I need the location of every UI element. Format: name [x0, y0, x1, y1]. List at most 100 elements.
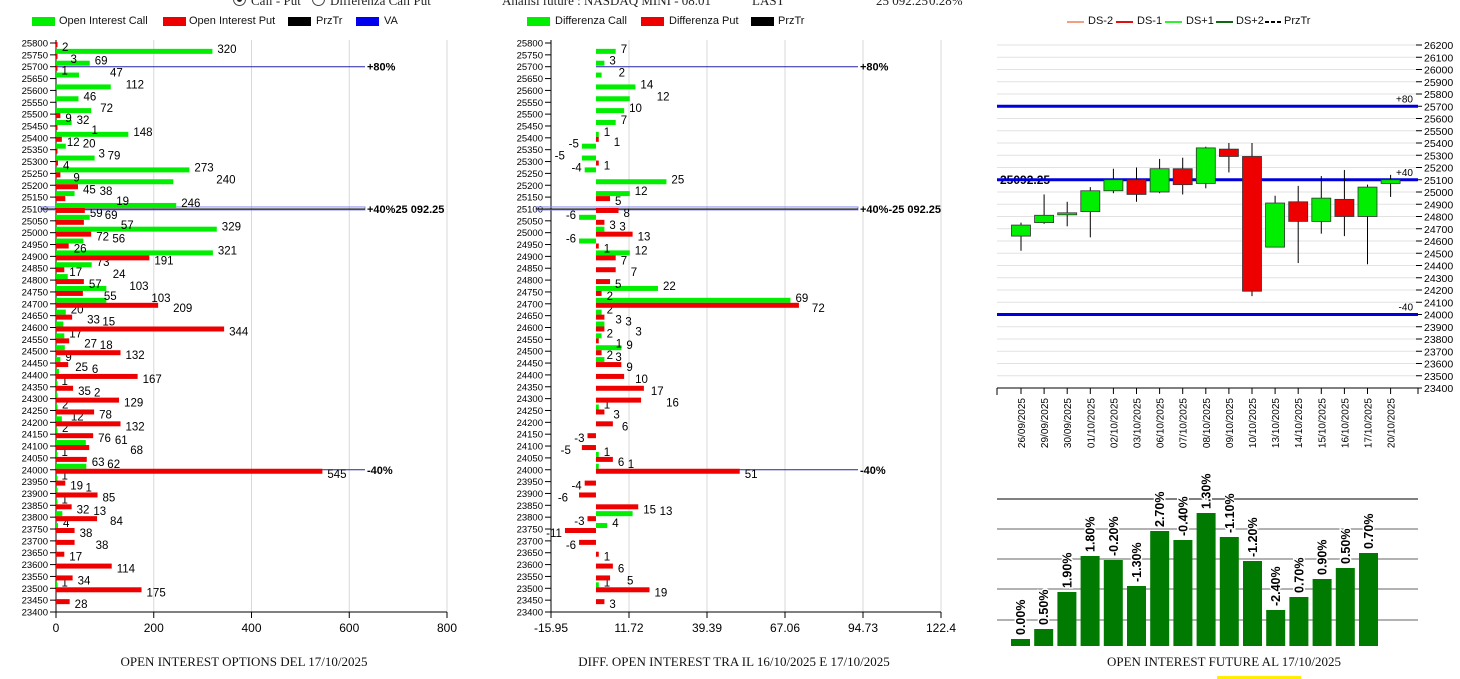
put-value-label: 85 [103, 492, 116, 504]
put-bar [56, 563, 112, 569]
put-bar [595, 362, 622, 368]
put-value-label: 4 [63, 161, 70, 173]
call-bar [56, 191, 75, 197]
put-value-label: 13 [638, 232, 651, 244]
level-label: +80 [1396, 94, 1413, 105]
put-value-label: 55 [104, 291, 117, 303]
put-bar [56, 148, 58, 154]
strike-label: 24700 [22, 299, 48, 310]
legend-line-przTr [1265, 21, 1282, 23]
put-value-label: -3 [574, 516, 584, 528]
strike-label: 23500 [22, 584, 48, 595]
y-tick-label: 24800 [1424, 212, 1453, 224]
strike-label: 25200 [517, 181, 543, 192]
put-bar [595, 587, 650, 593]
call-bar [56, 119, 72, 125]
call-value-label: 46 [83, 91, 96, 103]
legend-line-ds+1 [1165, 21, 1182, 23]
chart-title-oi-future: OPEN INTEREST FUTURE AL 17/10/2025 [1106, 654, 1342, 669]
call-bar [56, 511, 63, 517]
strike-label: 23850 [22, 501, 48, 512]
strike-label: 24550 [517, 335, 543, 346]
call-value-label: 1 [604, 127, 610, 139]
y-tick-label: 23900 [1424, 322, 1453, 334]
put-bar [56, 219, 84, 225]
call-value-label: 1 [61, 376, 67, 388]
put-bar [595, 350, 602, 356]
date-label: 13/10/2025 [1271, 398, 1282, 448]
call-bar [595, 523, 608, 529]
call-value-label: 4 [612, 518, 619, 530]
put-value-label: 3 [609, 220, 615, 232]
y-tick-label: 24700 [1424, 224, 1453, 236]
candle-up [1149, 168, 1170, 193]
oi-bar-label: 1.30% [1200, 474, 1214, 509]
strike-label: 24750 [22, 287, 48, 298]
y-tick-label: 25700 [1424, 101, 1453, 113]
analysis-title: Analisi future : NASDAQ MINI - 08.01 [502, 0, 712, 8]
call-bar [56, 238, 84, 244]
oi-bar [1243, 561, 1262, 646]
oi-bar-label: -0.40% [1176, 496, 1190, 536]
call-bar [56, 285, 107, 291]
oi-bar-label: 0.70% [1362, 514, 1376, 549]
tab-indicator[interactable] [1217, 676, 1301, 679]
put-bar [56, 468, 323, 474]
put-bar [579, 539, 596, 545]
strike-label: 23700 [22, 536, 48, 547]
call-value-label: -5 [555, 151, 565, 163]
put-value-label: 1 [91, 125, 97, 137]
strike-label: 25050 [517, 216, 543, 227]
put-bar [56, 338, 70, 344]
oi-bar [1127, 586, 1146, 646]
date-label: 16/10/2025 [1340, 398, 1351, 448]
put-value-label: 9 [73, 172, 79, 184]
put-value-label: 17 [651, 386, 664, 398]
call-value-label: 7 [621, 44, 627, 56]
call-bar [595, 108, 625, 114]
put-bar [595, 255, 616, 261]
put-value-label: 6 [618, 457, 624, 469]
call-value-label: 1 [61, 577, 67, 589]
x-tick-label: 94.73 [848, 621, 878, 635]
x-tick-label: 122.4 [926, 621, 956, 635]
strike-label: 23450 [517, 596, 543, 607]
date-label: 20/10/2025 [1387, 398, 1398, 448]
oi-bar-label: 0.90% [1316, 540, 1330, 575]
strike-label: 25350 [517, 145, 543, 156]
strike-label: 24650 [22, 311, 48, 322]
candle-up [1311, 197, 1332, 222]
strike-label: 24400 [517, 370, 543, 381]
candle-up [1357, 186, 1378, 217]
put-value-label: 34 [78, 575, 91, 587]
call-value-label: -4 [571, 162, 582, 174]
put-bar [56, 113, 61, 119]
y-tick-label: 26200 [1424, 40, 1453, 52]
put-bar [56, 397, 120, 403]
put-bar [56, 445, 90, 451]
call-bar [595, 357, 605, 363]
oi-bar-label: 1.90% [1060, 553, 1074, 588]
call-value-label: 2 [607, 328, 613, 340]
call-bar [56, 179, 174, 185]
call-bar [595, 48, 616, 54]
date-label: 01/10/2025 [1086, 398, 1097, 448]
put-value-label: 8 [624, 208, 630, 220]
put-value-label: 3 [609, 599, 615, 611]
call-bar [56, 143, 66, 149]
date-label: 06/10/2025 [1156, 398, 1167, 448]
strike-label: 24600 [22, 323, 48, 334]
put-value-label: 1 [604, 244, 610, 256]
strike-label: 23550 [517, 572, 543, 583]
strike-label: 24700 [517, 299, 543, 310]
call-bar [595, 309, 602, 315]
call-value-label: 9 [65, 352, 71, 364]
legend-label: PrzTr [316, 15, 343, 27]
y-tick-label: 24000 [1424, 310, 1453, 322]
put-bar [595, 326, 605, 332]
legend-label: Open Interest Call [59, 15, 148, 27]
call-bar [595, 404, 599, 410]
put-bar [595, 373, 625, 379]
legend-line-ds+2 [1216, 21, 1233, 23]
x-tick-label: 800 [437, 621, 457, 635]
